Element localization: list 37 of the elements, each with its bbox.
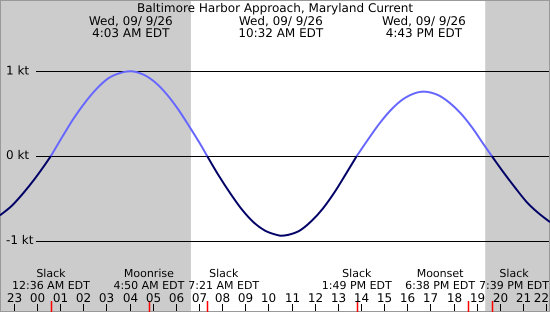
annotation: Wed, 09/ 9/26 4:43 PM EDT <box>382 14 466 40</box>
y-tick-label: -1 kt <box>6 232 34 247</box>
annotation: Moonrise 4:50 AM EDT <box>113 267 185 292</box>
x-tick-label: 19 <box>470 291 486 305</box>
chart-title: Baltimore Harbor Approach, Maryland Current <box>136 1 414 15</box>
annotation: Wed, 09/ 9/26 10:32 AM EDT <box>238 14 324 40</box>
x-tick-label: 05 <box>146 291 162 305</box>
y-tick-label: 1 kt <box>6 63 30 78</box>
annotation: Slack 12:36 AM EDT <box>12 267 90 292</box>
x-tick-label: 03 <box>98 291 114 305</box>
annotation: Slack 7:21 AM EDT <box>188 267 260 292</box>
x-tick-label: 06 <box>168 291 184 305</box>
y-tick-label: 0 kt <box>6 148 30 162</box>
x-tick-label: 00 <box>30 291 46 305</box>
x-tick-label: 09 <box>238 291 254 305</box>
x-tick-label: 23 <box>6 291 22 305</box>
annotation: Slack 7:39 PM EDT <box>479 267 550 292</box>
x-tick-label: 15 <box>376 291 392 305</box>
x-tick-label: 18 <box>446 291 462 305</box>
x-tick-label: 17 <box>422 291 438 305</box>
x-tick-label: 07 <box>192 291 208 305</box>
x-tick-label: 12 <box>308 291 324 305</box>
x-tick-label: 10 <box>260 291 276 305</box>
x-tick-label: 13 <box>330 291 346 305</box>
annotation: Moonset 6:38 PM EDT <box>405 267 476 292</box>
x-tick-label: 11 <box>284 291 300 305</box>
x-tick-label: 04 <box>122 291 138 305</box>
x-tick-label: 16 <box>400 291 416 305</box>
annotation: Slack 1:49 PM EDT <box>322 267 392 292</box>
x-tick-label: 08 <box>214 291 230 305</box>
x-tick-label: 01 <box>52 291 68 305</box>
annotation: Wed, 09/ 9/26 4:03 AM EDT <box>88 14 173 40</box>
x-tick-label: 21 <box>516 291 532 305</box>
x-tick-label: 02 <box>76 291 92 305</box>
x-tick-label: 20 <box>492 291 508 305</box>
x-tick-label: 14 <box>354 291 370 305</box>
x-tick-label: 22 <box>534 291 550 305</box>
